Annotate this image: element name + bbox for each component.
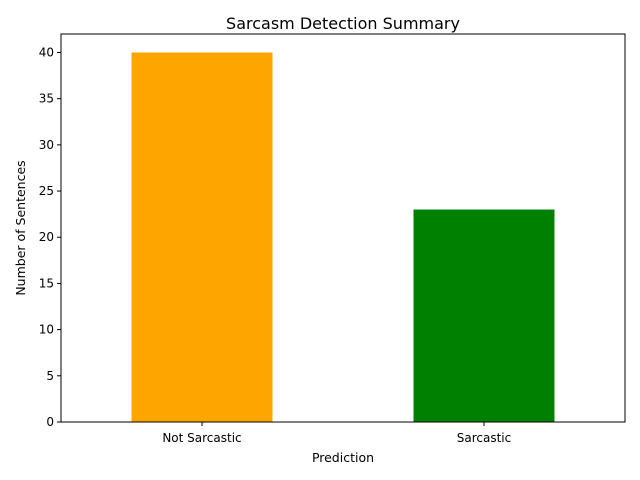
y-axis-label: Number of Sentences	[13, 160, 28, 295]
y-tick-label: 10	[39, 323, 54, 337]
bar-not-sarcastic	[131, 52, 273, 422]
x-tick-label: Not Sarcastic	[162, 431, 241, 445]
y-tick-label: 35	[39, 92, 54, 106]
y-tick-label: 25	[39, 184, 54, 198]
y-tick-label: 5	[46, 369, 54, 383]
x-axis-ticks: Not Sarcastic Sarcastic	[162, 422, 511, 445]
x-tick-label: Sarcastic	[457, 431, 511, 445]
bars-group	[131, 52, 555, 422]
y-tick-label: 0	[46, 415, 54, 429]
chart-title: Sarcasm Detection Summary	[226, 14, 460, 33]
y-tick-label: 30	[39, 138, 54, 152]
plot-frame	[60, 33, 626, 423]
y-tick-label: 15	[39, 276, 54, 290]
x-axis-label: Prediction	[312, 450, 374, 465]
y-tick-label: 40	[39, 45, 54, 59]
y-axis-ticks: 0 5 10 15 20 25 30 35 40	[39, 45, 61, 429]
bar-sarcastic	[413, 209, 555, 422]
y-tick-label: 20	[39, 230, 54, 244]
